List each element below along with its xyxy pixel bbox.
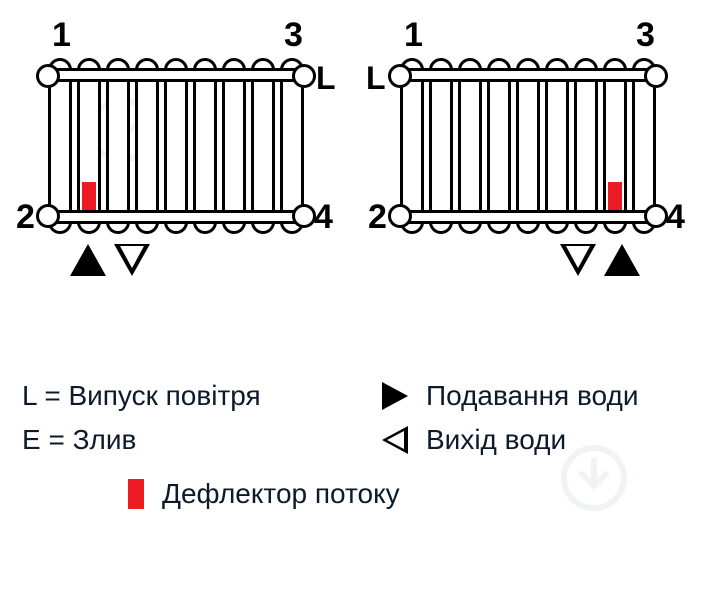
return-arrow-icon	[114, 244, 150, 276]
deflector-left	[82, 182, 96, 210]
radiator-body	[48, 58, 304, 234]
conn-2: 2	[16, 198, 35, 237]
conn-1: 1	[404, 16, 423, 55]
legend-supply: Подавання води	[426, 380, 639, 412]
legend-L: L = Випуск повітря	[22, 380, 261, 412]
conn-3: 3	[636, 16, 655, 55]
legend-E: E = Злив	[22, 424, 136, 456]
conn-4: 4	[666, 198, 685, 237]
deflector-right	[608, 182, 622, 210]
diagram-area: 1 3 2 4 L 1 3 2 4 L	[0, 0, 718, 340]
supply-arrow-icon	[604, 244, 640, 276]
radiator-right: 1 3 2 4 L	[400, 58, 656, 234]
supply-legend-icon	[382, 382, 408, 410]
conn-1: 1	[52, 16, 71, 55]
legend-deflector: Дефлектор потоку	[162, 478, 400, 510]
arrow-pair-left	[70, 244, 150, 281]
radiator-left: 1 3 2 4 L	[48, 58, 304, 234]
return-arrow-icon	[560, 244, 596, 276]
return-legend-icon	[382, 426, 408, 454]
radiator-body	[400, 58, 656, 234]
L-label-left-diagram: L	[316, 60, 336, 97]
legend-return: Вихід води	[426, 424, 566, 456]
watermark-icon	[560, 444, 628, 512]
conn-2: 2	[368, 198, 387, 237]
conn-4: 4	[314, 198, 333, 237]
L-label-right-diagram: L	[366, 60, 386, 97]
deflector-swatch	[128, 479, 144, 509]
supply-arrow-icon	[70, 244, 106, 276]
arrow-pair-right	[560, 244, 640, 281]
conn-3: 3	[284, 16, 303, 55]
